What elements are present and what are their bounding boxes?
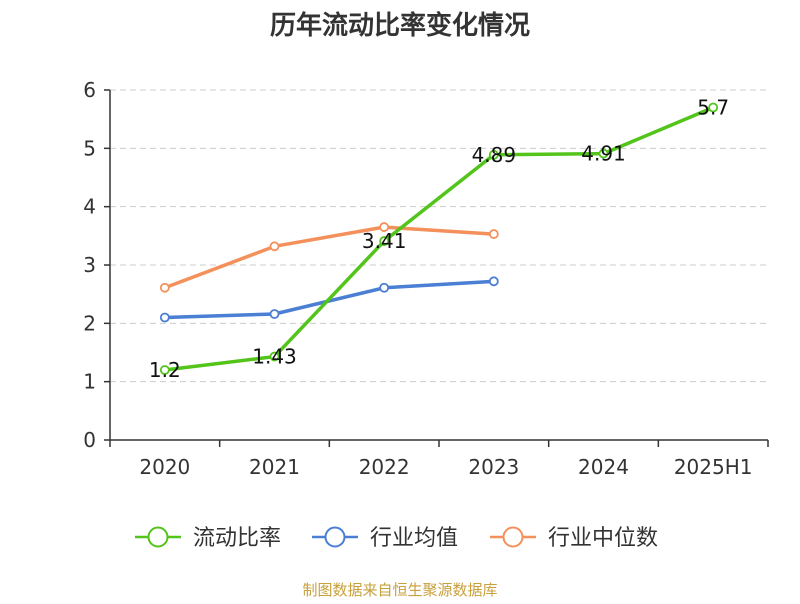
data-point[interactable]: [269, 241, 280, 252]
grid: [110, 89, 768, 383]
data-label: 3.41: [362, 229, 407, 253]
data-point[interactable]: [379, 236, 390, 246]
data-labels: 1.2 1.43 3.41 4.89 4.91 5.7: [149, 96, 729, 383]
legend-label: 行业中位数: [548, 526, 658, 551]
y-tick-label: 0: [83, 428, 96, 452]
y-tick-label: 2: [83, 311, 96, 335]
data-label: 5.7: [697, 96, 729, 120]
legend-label: 流动比率: [193, 526, 281, 551]
legend-item[interactable]: 流动比率: [135, 526, 281, 551]
x-tick-label: 2023: [468, 455, 519, 479]
x-tick-label: 2020: [139, 455, 190, 479]
data-label: 4.89: [472, 143, 517, 167]
data-point[interactable]: [598, 148, 609, 159]
data-point[interactable]: [159, 282, 170, 293]
y-tick-label: 6: [83, 78, 96, 102]
series-line: [163, 225, 496, 290]
data-point[interactable]: [379, 222, 390, 232]
data-label: 4.91: [581, 142, 626, 166]
legend-item[interactable]: 行业中位数: [490, 526, 658, 551]
x-tick-label: 2022: [359, 455, 410, 479]
series-group: [159, 102, 719, 375]
legend-label: 行业均值: [370, 526, 458, 551]
y-tick-label: 5: [83, 136, 96, 160]
legend-marker: [324, 526, 346, 548]
data-point[interactable]: [488, 229, 499, 239]
data-point[interactable]: [488, 276, 499, 287]
chart-title: 历年流动比率变化情况: [270, 10, 530, 41]
series-2: [159, 222, 499, 293]
legend-marker: [502, 526, 524, 548]
legend[interactable]: 流动比率 行业均值 行业中位数: [135, 526, 658, 551]
y-tick-label: 4: [83, 195, 96, 219]
data-point[interactable]: [488, 149, 499, 160]
data-point[interactable]: [379, 282, 390, 293]
data-point[interactable]: [269, 309, 280, 319]
legend-marker: [147, 526, 169, 548]
legend-item[interactable]: 行业均值: [312, 526, 458, 551]
data-label: 1.43: [252, 345, 297, 369]
source-note: 制图数据来自恒生聚源数据库: [302, 581, 497, 599]
series-line: [163, 105, 715, 372]
data-point[interactable]: [159, 365, 170, 375]
y-tick-label: 3: [83, 253, 96, 277]
x-tick-label: 2024: [578, 455, 629, 479]
data-point[interactable]: [269, 351, 280, 362]
axes: 0 1 2 3 4 5 6 2020 2021 2022 2023 2024 2025H1: [83, 78, 769, 479]
data-point[interactable]: [708, 102, 719, 113]
x-tick-label: 2021: [249, 455, 300, 479]
series-0: [159, 102, 719, 375]
y-tick-label: 1: [83, 370, 96, 394]
data-point[interactable]: [159, 312, 170, 323]
data-label: 1.2: [149, 358, 181, 382]
x-tick-label: 2025H1: [674, 455, 753, 479]
